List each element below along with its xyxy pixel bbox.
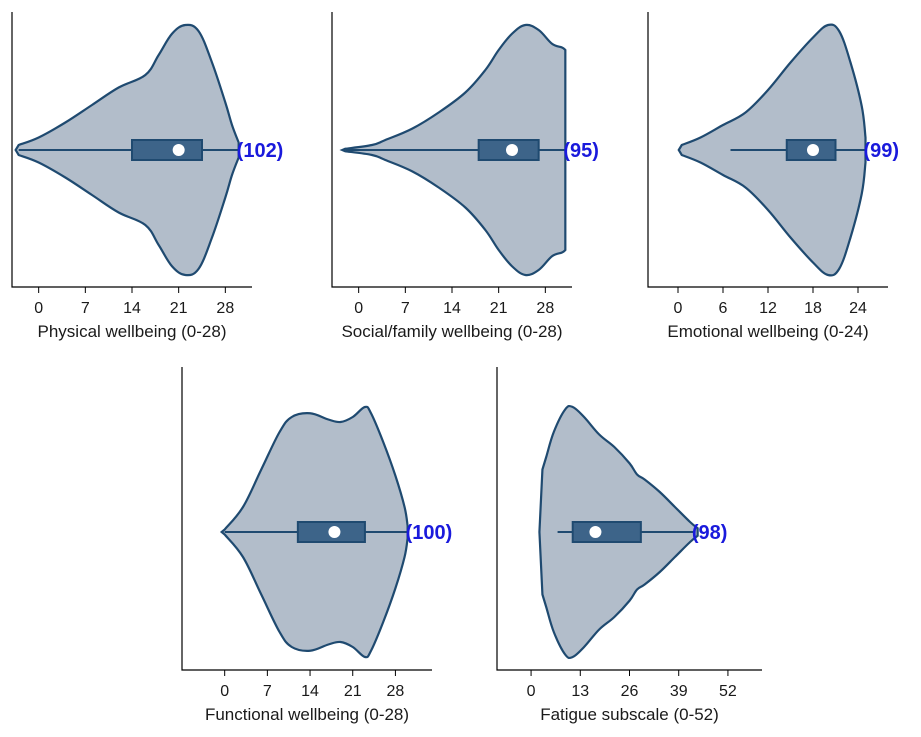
x-tick-label: 0: [354, 300, 363, 317]
x-tick-label: 28: [536, 300, 554, 317]
iqr-box: [131, 139, 203, 161]
x-tick-label: 12: [759, 300, 777, 317]
x-axis-label: Social/family wellbeing (0-28): [341, 322, 562, 341]
x-tick-label: 7: [401, 300, 410, 317]
median-marker: [506, 144, 518, 156]
sample-size-label: (100): [406, 522, 453, 544]
sample-size-label: (95): [563, 140, 599, 162]
x-tick-label: 13: [571, 683, 589, 700]
x-tick-label: 28: [387, 683, 405, 700]
violin-panel-2: (95) 0 7 14 21 28 Social/family wellbeing (0-2…: [331, 12, 599, 341]
sample-size-label: (98): [692, 522, 728, 544]
x-tick-label: 0: [674, 300, 683, 317]
x-tick-label: 21: [344, 683, 362, 700]
axis-frame: [11, 12, 252, 288]
x-tick-label: 0: [220, 683, 229, 700]
x-tick-label: 14: [301, 683, 319, 700]
median-marker: [589, 526, 602, 538]
violin-panel-3: (99) 0 6 12 18 24 Emotional wellbeing (0-24): [647, 12, 900, 341]
x-tick-label: 7: [263, 683, 272, 700]
x-tick-label: 21: [170, 300, 188, 317]
axis-frame: [181, 367, 432, 671]
x-tick-label: 14: [123, 300, 141, 317]
iqr-box: [571, 521, 642, 543]
x-tick-label: 0: [34, 300, 43, 317]
x-tick-label: 18: [804, 300, 822, 317]
axis-frame: [647, 12, 888, 288]
axis-frame: [331, 12, 572, 288]
axis-frame: [496, 367, 762, 671]
x-tick-label: 21: [490, 300, 508, 317]
x-tick-label: 52: [719, 683, 737, 700]
x-axis-label: Physical wellbeing (0-28): [38, 322, 227, 341]
median-marker: [172, 144, 185, 156]
x-tick-label: 14: [443, 300, 461, 317]
x-axis-label: Functional wellbeing (0-28): [205, 705, 409, 724]
sample-size-label: (102): [237, 140, 284, 162]
x-axis-label: Emotional wellbeing (0-24): [667, 322, 868, 341]
x-tick-label: 24: [849, 300, 867, 317]
x-tick-label: 26: [621, 683, 639, 700]
x-tick-label: 6: [719, 300, 728, 317]
sample-size-label: (99): [864, 140, 900, 162]
x-tick-label: 28: [216, 300, 234, 317]
median-marker: [807, 144, 819, 156]
median-marker: [328, 526, 341, 538]
x-tick-label: 39: [670, 683, 688, 700]
x-tick-label: 0: [527, 683, 536, 700]
x-axis-label: Fatigue subscale (0-52): [540, 705, 719, 724]
x-tick-label: 7: [81, 300, 90, 317]
violin-panel-4: (100) 0 7 14 21 28 Functional wellbeing (0-28): [181, 367, 453, 724]
violin-panel-1: (102) 0 7 14 21 28 Physical wellbeing (0-28): [11, 12, 284, 341]
